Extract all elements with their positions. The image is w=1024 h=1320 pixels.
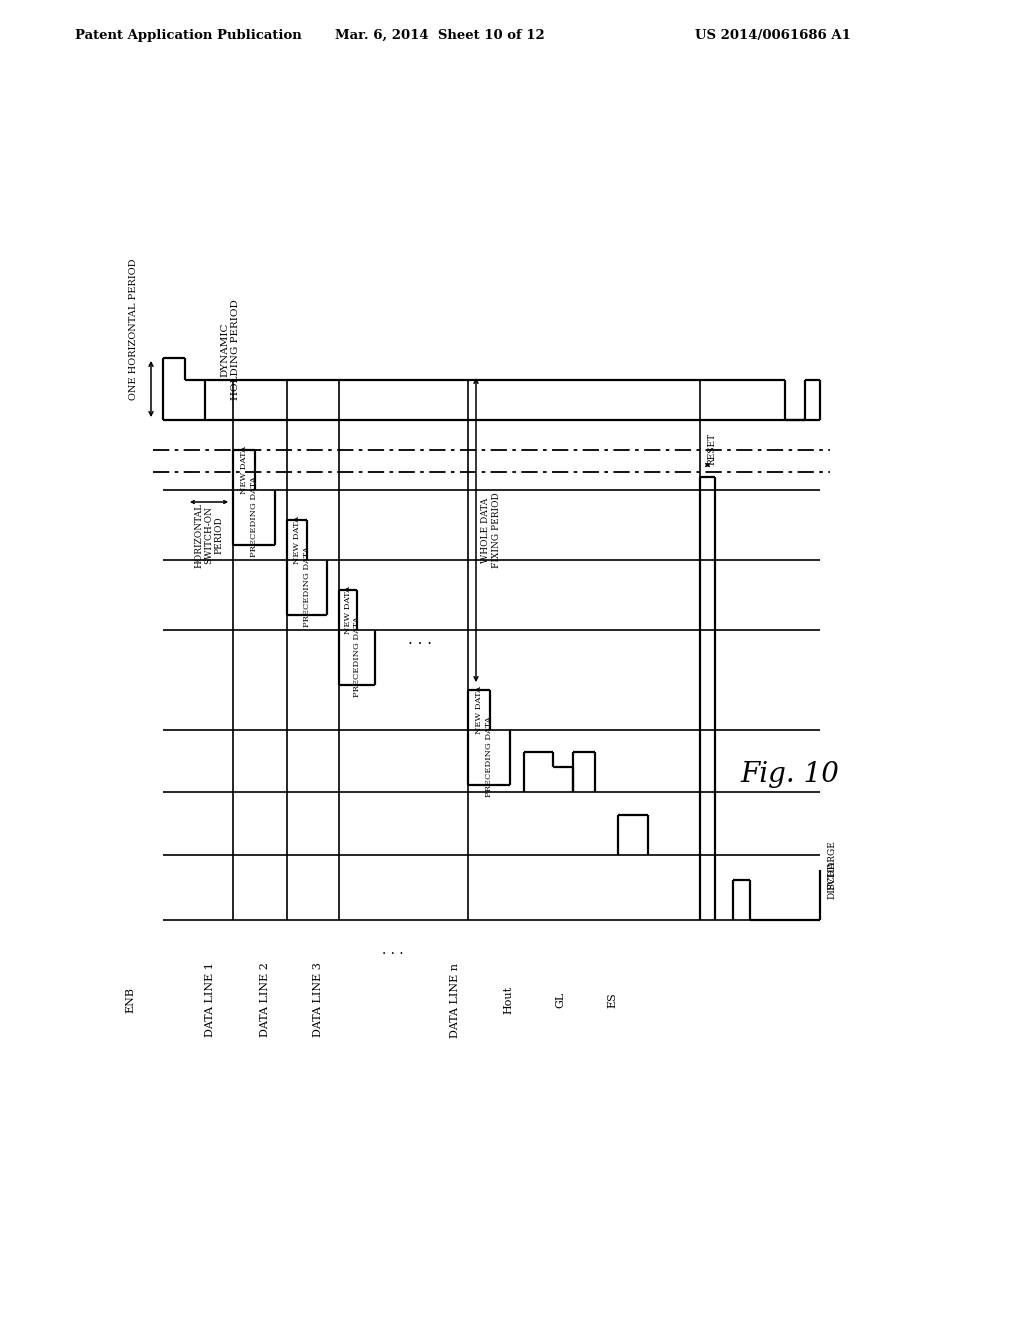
Text: Hout: Hout — [503, 986, 513, 1014]
Text: PRECEDING DATA: PRECEDING DATA — [485, 717, 493, 797]
Text: DATA LINE 2: DATA LINE 2 — [260, 962, 270, 1038]
Text: WHOLE DATA
FIXING PERIOD: WHOLE DATA FIXING PERIOD — [481, 492, 501, 568]
Text: PVDD: PVDD — [827, 861, 837, 890]
Text: NEW DATA: NEW DATA — [344, 586, 352, 634]
Text: NEW DATA: NEW DATA — [475, 686, 483, 734]
Text: PRECEDING DATA: PRECEDING DATA — [250, 477, 258, 557]
Text: DATA LINE 1: DATA LINE 1 — [205, 962, 215, 1038]
Text: . . .: . . . — [382, 942, 403, 957]
Text: PRECEDING DATA: PRECEDING DATA — [353, 616, 361, 697]
Text: DISCHARGE: DISCHARGE — [827, 841, 837, 899]
Text: DATA LINE 3: DATA LINE 3 — [313, 962, 323, 1038]
Text: NEW DATA: NEW DATA — [293, 516, 301, 564]
Text: ONE HORIZONTAL PERIOD: ONE HORIZONTAL PERIOD — [128, 259, 137, 400]
Text: RESET: RESET — [708, 433, 717, 465]
Text: DATA LINE n: DATA LINE n — [450, 962, 460, 1038]
Text: GL: GL — [555, 991, 565, 1008]
Text: US 2014/0061686 A1: US 2014/0061686 A1 — [695, 29, 851, 41]
Text: Mar. 6, 2014  Sheet 10 of 12: Mar. 6, 2014 Sheet 10 of 12 — [335, 29, 545, 41]
Text: DYNAMIC
HOLDING PERIOD: DYNAMIC HOLDING PERIOD — [220, 300, 240, 400]
Text: Fig. 10: Fig. 10 — [740, 762, 840, 788]
Text: NEW DATA: NEW DATA — [240, 446, 248, 494]
Text: PRECEDING DATA: PRECEDING DATA — [303, 546, 311, 627]
Text: ES: ES — [607, 993, 617, 1008]
Text: ENB: ENB — [125, 987, 135, 1012]
Text: Patent Application Publication: Patent Application Publication — [75, 29, 302, 41]
Text: HORIZONTAL
SWITCH-ON
PERIOD: HORIZONTAL SWITCH-ON PERIOD — [195, 503, 224, 568]
Text: . . .: . . . — [408, 634, 432, 647]
